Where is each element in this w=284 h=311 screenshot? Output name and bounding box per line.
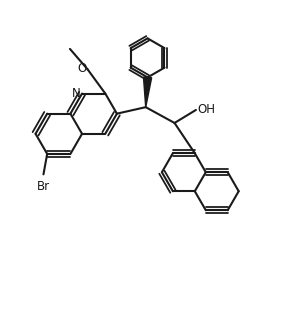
Text: N: N [72,87,80,100]
Text: Br: Br [37,180,50,193]
Text: O: O [78,62,87,75]
Text: OH: OH [198,103,216,116]
Polygon shape [143,77,152,107]
